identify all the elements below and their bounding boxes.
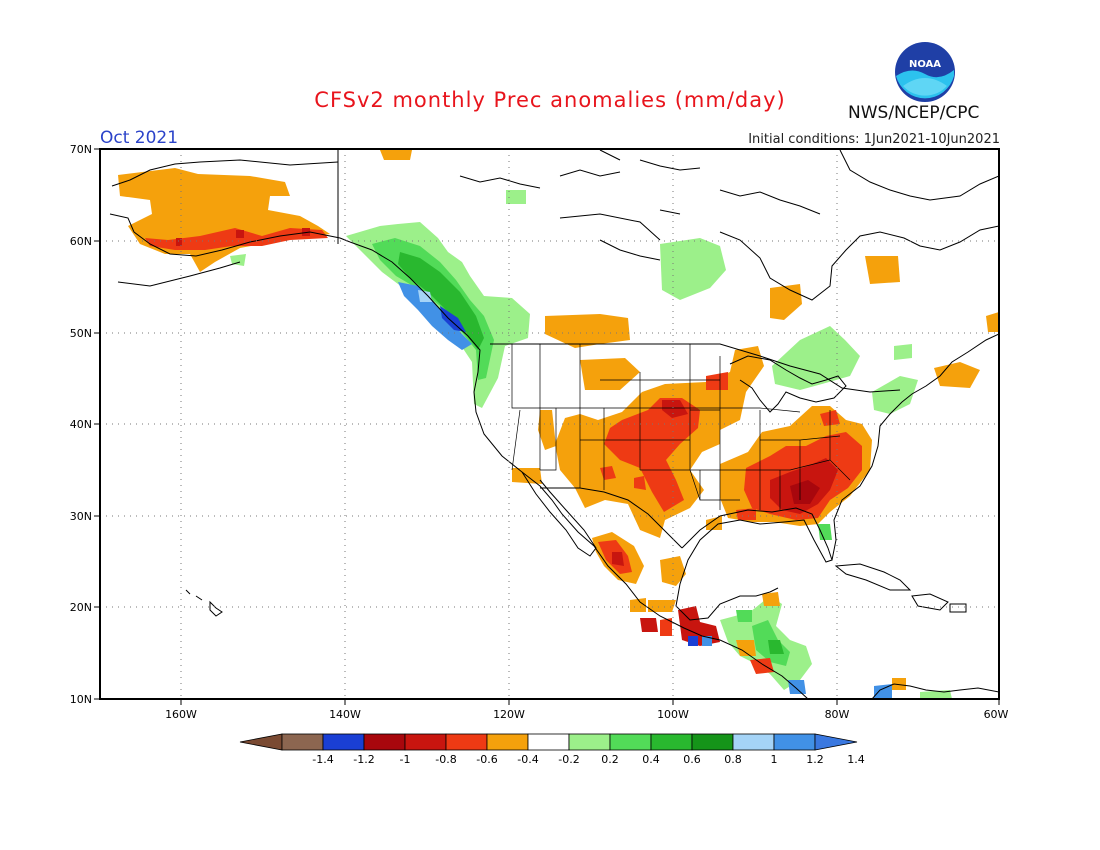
colorbar-label: -0.2 [558,753,579,766]
great-lakes [729,355,847,413]
pacific-northwest-strong-wet [398,282,472,350]
lat-label: 30N [70,510,92,523]
colorbar-label: -0.4 [517,753,538,766]
colorbar-swatch [773,733,816,751]
colorbar-label: 0.6 [683,753,701,766]
colorbar-swatch [281,733,324,751]
lon-label: 100W [657,708,689,721]
lon-label: 160W [165,708,197,721]
west-coast [349,241,809,699]
colorbar-label: 1.2 [806,753,824,766]
alaska-dry-anomaly [118,168,330,272]
lat-label: 20N [70,601,92,614]
colorbar-label: 0.4 [642,753,660,766]
colorbar-label: -1.4 [312,753,333,766]
colorbar-label: -1 [400,753,411,766]
coastline-layer [109,149,999,699]
hudson-bay [719,225,999,301]
plains-strong-dry [604,398,700,512]
cuba [834,563,912,591]
colorbar-label: 1 [771,753,778,766]
colorbar-swatch [486,733,529,751]
colorbar-low-arrow [239,733,283,751]
noaa-logo-text: NOAA [909,59,941,70]
anomaly-layer [118,150,999,699]
initial-conditions-label: Initial conditions: 1Jun2021-10Jun2021 [748,132,1000,147]
gulf-coast [675,507,833,621]
east-coast [831,333,999,561]
colorbar-label: 0.8 [724,753,742,766]
lon-label: 140W [329,708,361,721]
colorbar-swatch [404,733,447,751]
colorbar-swatch [691,733,734,751]
colorbar-swatch [609,733,652,751]
colorbar-swatch [445,733,488,751]
lat-label: 10N [70,693,92,706]
forecast-month-label: Oct 2021 [100,128,179,148]
lon-label: 60W [984,708,1009,721]
colorbar-swatch [650,733,693,751]
alaska-strong-dry-anomaly [145,228,328,250]
lat-label: 40N [70,418,92,431]
colorbar-swatch [568,733,611,751]
colorbar-high-arrow [814,733,858,751]
agency-label: NWS/NCEP/CPC [848,103,980,123]
colorbar: -1.4 -1.2 -1 -0.8 -0.6 -0.4 -0.2 0.2 0.4 0.6 0.8 1 1… [239,733,865,766]
colorbar-label: 1.4 [847,753,865,766]
lon-labels: 160W 140W 120W 100W 80W 60W [165,708,1008,721]
south-america-coast [871,683,999,699]
lat-labels: 70N 60N 50N 40N 30N 20N 10N [70,143,92,706]
lat-label: 60N [70,235,92,248]
colorbar-label: -1.2 [353,753,374,766]
state-borders [511,344,851,510]
colorbar-swatch [322,733,365,751]
alaska-coastline [109,159,351,257]
lon-label: 80W [825,708,850,721]
colorbar-label: -0.6 [476,753,497,766]
noaa-logo: NOAA [895,42,955,102]
tick-marks [94,148,1000,705]
lat-label: 70N [70,143,92,156]
colorbar-label: -0.8 [435,753,456,766]
lat-label: 50N [70,327,92,340]
colorbar-label: 0.2 [601,753,619,766]
colorbar-swatch [527,733,570,751]
great-lakes-wet-anomaly [772,326,860,390]
baja-california [521,471,597,557]
colorbar-swatch [732,733,775,751]
western-us-dry-anomaly [545,314,630,348]
colorbar-swatch [363,733,406,751]
lon-label: 120W [493,708,525,721]
map-title: CFSv2 monthly Prec anomalies (mm/day) [314,88,786,112]
us-canada-border [490,343,901,393]
pacific-northwest-moderate-wet [372,238,494,380]
hawaii [185,589,223,617]
